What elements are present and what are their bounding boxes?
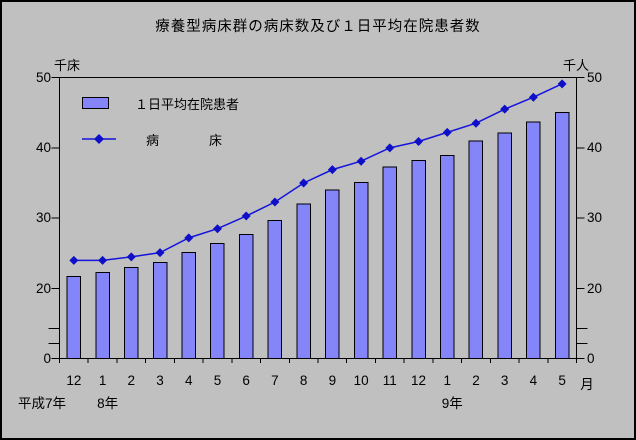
x-axis-month-label: 4 (529, 373, 538, 388)
y-axis-tick-label-right: 40 (587, 139, 603, 155)
bar-inpatients (497, 132, 512, 359)
chart-title: 療養型病床群の病床数及び１日平均在院患者数 (155, 19, 481, 35)
x-axis-month-label: 2 (127, 373, 136, 388)
bar-inpatients (66, 276, 82, 359)
line-series-label: 病 床 (146, 132, 231, 148)
line-beds-marker (557, 79, 567, 89)
y-axis-tick-label-left: 20 (35, 280, 51, 296)
line-beds-marker (69, 255, 79, 265)
x-axis-month-suffix: 月 (580, 377, 594, 392)
legend-item-inpatients: １日平均在院患者 (82, 94, 239, 112)
x-axis-month-label: 1 (98, 373, 107, 388)
line-beds-marker (299, 178, 309, 188)
x-axis-month-label: 12 (411, 373, 427, 388)
line-beds-marker (184, 233, 194, 243)
y-axis-tick-label-right: 0 (587, 350, 595, 366)
x-axis-era-label: 8年 (97, 396, 119, 411)
x-axis-month-label: 11 (382, 373, 397, 388)
bar-inpatients (152, 261, 168, 359)
x-axis-month-label: 3 (156, 373, 164, 388)
left-axis-unit-label: 千床 (54, 58, 81, 73)
x-axis-month-label: 9 (328, 373, 337, 388)
line-beds-marker (155, 248, 165, 258)
bar-inpatients (353, 181, 369, 359)
y-axis-tick-label-right: 20 (587, 280, 603, 296)
line-beds-marker (356, 156, 366, 166)
bar-inpatients (210, 242, 225, 359)
line-beds (73, 83, 563, 262)
bar-inpatients (526, 121, 541, 359)
y-axis-tick-label-right: 50 (587, 69, 603, 85)
y-axis-tick-label-left: 30 (35, 210, 51, 226)
line-beds-marker (270, 197, 280, 207)
bar-inpatients (124, 266, 139, 359)
bar-inpatients (296, 203, 311, 359)
line-beds-marker (414, 137, 424, 147)
bar-inpatients (468, 140, 484, 359)
bar-inpatients (95, 271, 110, 359)
bar-inpatients (267, 219, 283, 359)
y-axis-tick-label-right: 30 (587, 210, 603, 226)
line-beds-marker (528, 92, 538, 102)
x-axis-month-label: 2 (472, 373, 480, 388)
x-axis-month-label: 1 (443, 373, 451, 388)
x-axis-era-label: 9年 (441, 396, 463, 411)
legend-item-beds: 病 床 (82, 130, 239, 148)
line-beds-marker (212, 224, 222, 234)
line-beds-marker (126, 252, 136, 262)
chart-legend: １日平均在院患者 病 床 (82, 94, 239, 148)
x-axis-month-label: 12 (66, 373, 82, 388)
x-axis-month-label: 5 (558, 373, 566, 388)
line-beds-marker (241, 211, 251, 221)
bar-inpatients (181, 252, 196, 360)
line-beds-marker (471, 118, 481, 128)
right-axis-unit-label: 千人 (563, 58, 590, 73)
line-beds-marker (327, 165, 337, 175)
line-beds-marker (98, 255, 108, 265)
bar-inpatients (554, 112, 570, 359)
bar-inpatients (440, 155, 455, 359)
x-axis-month-label: 8 (299, 373, 308, 388)
x-axis-month-label: 3 (500, 373, 509, 388)
x-axis-month-label: 4 (184, 373, 193, 388)
x-axis-era-label: 平成7年 (18, 396, 67, 411)
line-beds-marker (442, 127, 452, 137)
bar-inpatients (325, 189, 340, 359)
x-axis-month-label: 10 (353, 373, 369, 388)
line-series-marker (82, 134, 116, 144)
y-axis-tick-label-left: 50 (35, 69, 51, 85)
bar-inpatients (411, 159, 426, 359)
bar-inpatients (238, 233, 254, 360)
bar-series-label: １日平均在院患者 (135, 96, 240, 112)
x-axis-month-label: 6 (242, 373, 250, 388)
x-axis-month-label: 5 (213, 373, 222, 388)
x-axis-month-label: 7 (271, 373, 279, 388)
y-axis-tick-label-left: 40 (35, 139, 51, 155)
line-beds-marker (500, 104, 510, 114)
bar-series-swatch (82, 97, 109, 109)
line-beds-marker (385, 143, 395, 153)
bar-inpatients (382, 166, 398, 359)
y-axis-tick-label-left: 0 (43, 350, 51, 366)
